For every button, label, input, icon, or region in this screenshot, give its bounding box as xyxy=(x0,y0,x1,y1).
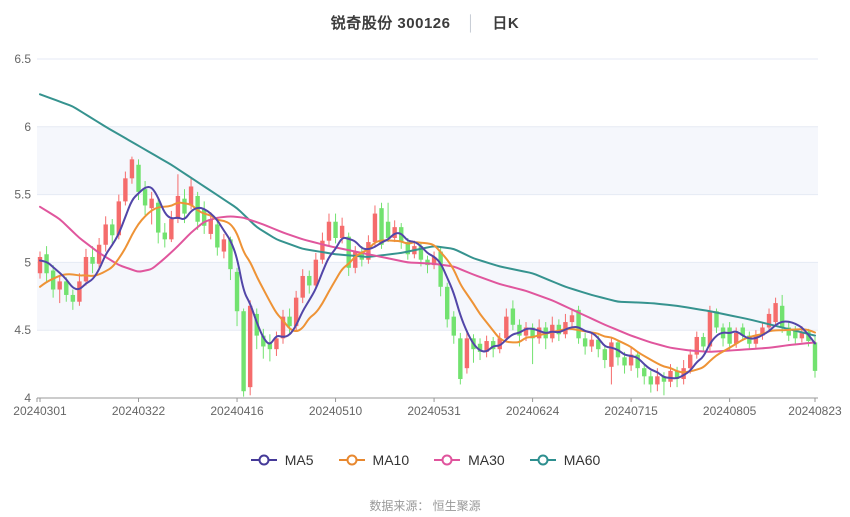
title-separator: │ xyxy=(466,15,477,32)
legend-label: MA60 xyxy=(563,452,601,468)
stock-name-code: 锐奇股份 300126 xyxy=(330,15,451,32)
y-axis-label: 6.5 xyxy=(14,52,31,66)
legend-label: MA10 xyxy=(372,452,410,468)
x-axis: 20240301 20240322 20240416 20240510 20240531… xyxy=(13,397,842,418)
y-axis-label: 5 xyxy=(24,255,31,269)
legend-item-ma30[interactable]: MA30 xyxy=(433,452,505,468)
zebra-bands xyxy=(37,126,818,331)
ma5-line xyxy=(39,186,816,380)
ma5-marker-icon xyxy=(250,454,277,466)
x-axis-label: 20240823 xyxy=(788,404,842,418)
x-axis-label: 20240416 xyxy=(210,404,264,418)
data-source: 数据来源： 恒生聚源 xyxy=(0,497,850,514)
x-axis-label: 20240301 xyxy=(13,404,67,418)
ma30-line xyxy=(39,205,816,353)
ma-legend: MA5 MA10 MA30 MA60 xyxy=(0,452,850,468)
ma60-line xyxy=(39,93,816,337)
ma60-marker-icon xyxy=(529,454,556,466)
ma30-marker-icon xyxy=(434,454,461,466)
chart-title: 锐奇股份 300126 │ 日K xyxy=(0,12,850,33)
x-axis-label: 20240322 xyxy=(112,404,166,418)
period-label: 日K xyxy=(492,15,520,32)
legend-label: MA5 xyxy=(284,452,314,468)
y-axis-label: 5.5 xyxy=(14,188,31,202)
y-axis-label: 6 xyxy=(24,120,31,134)
legend-item-ma10[interactable]: MA10 xyxy=(338,452,410,468)
legend-label: MA30 xyxy=(468,452,505,468)
x-axis-label: 20240531 xyxy=(407,404,461,418)
x-axis-label: 20240715 xyxy=(604,404,658,418)
x-axis-label: 20240510 xyxy=(309,404,363,418)
x-axis-label: 20240624 xyxy=(506,404,560,418)
y-axis-label: 4 xyxy=(24,391,31,405)
ma-lines-layer xyxy=(39,93,816,380)
data-source-label: 数据来源： 恒生聚源 xyxy=(369,499,481,513)
x-axis-label: 20240805 xyxy=(703,404,757,418)
ma10-marker-icon xyxy=(338,454,365,466)
legend-item-ma5[interactable]: MA5 xyxy=(250,452,314,468)
ma10-line xyxy=(39,201,816,374)
y-axis-label: 4.5 xyxy=(14,323,31,337)
legend-item-ma60[interactable]: MA60 xyxy=(529,452,601,468)
